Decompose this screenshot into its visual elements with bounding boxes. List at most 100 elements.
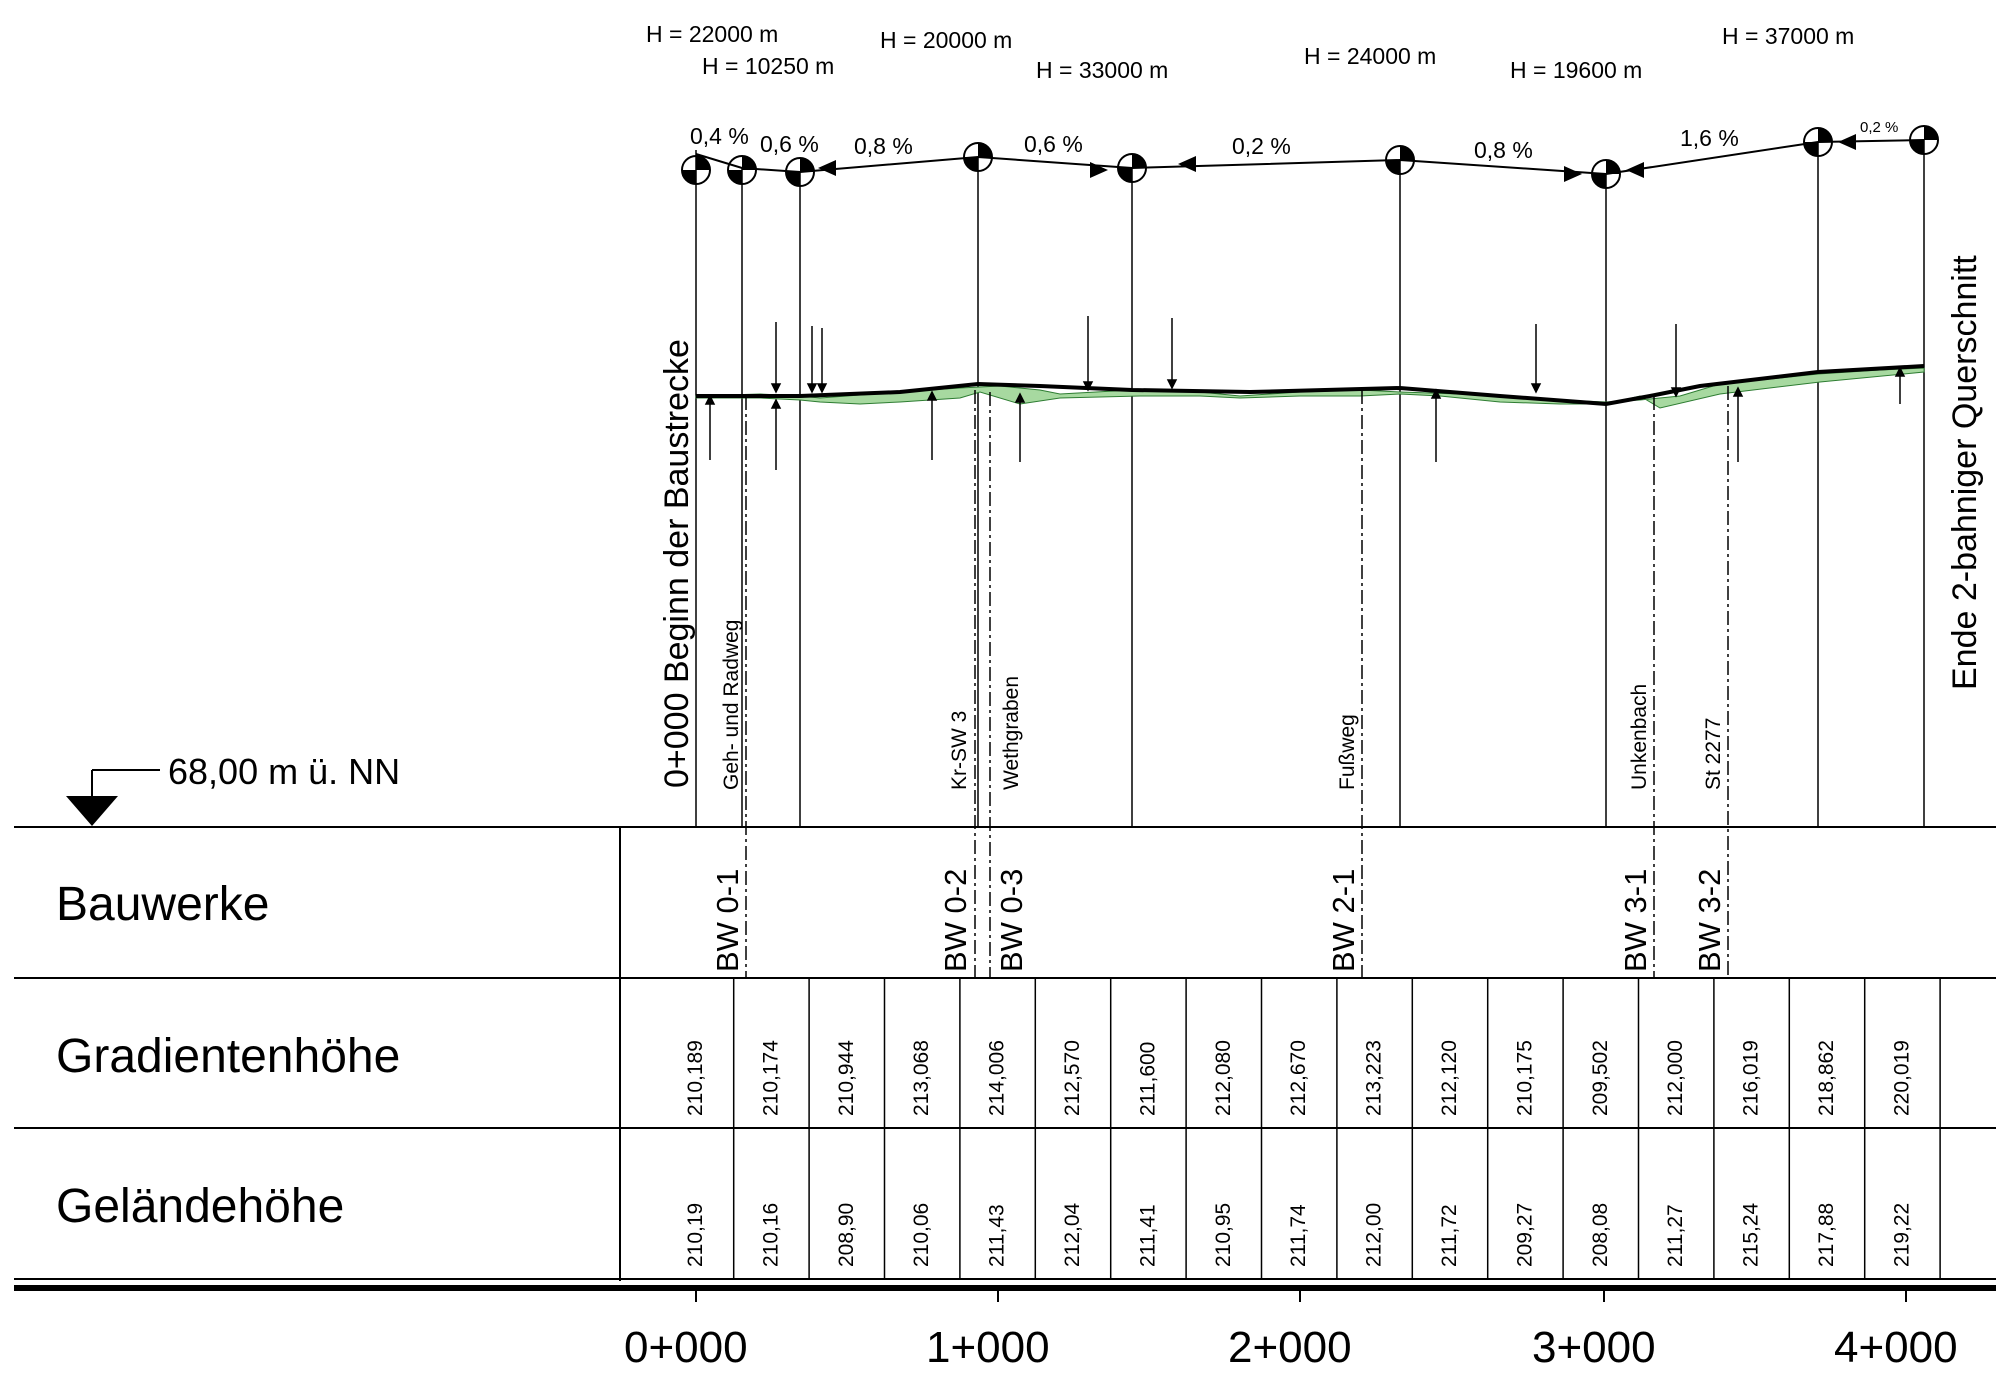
- gradient-height-cell: 213,223: [1363, 1040, 1386, 1116]
- gradient-height-cell: 212,120: [1438, 1040, 1461, 1116]
- terrain-height-cell: 215,24: [1740, 1202, 1763, 1267]
- pvi-verticals: [695, 140, 1925, 827]
- grade-arrows: [818, 134, 1856, 182]
- station-label: 2+000: [1228, 1323, 1352, 1372]
- curve-radius-label: H = 10250 m: [702, 53, 834, 79]
- table-grid: [14, 826, 1996, 1291]
- crossing-label: Fußweg: [1336, 714, 1359, 790]
- curve-radius-label: H = 24000 m: [1304, 43, 1436, 69]
- row-label-bauwerke: Bauwerke: [56, 878, 269, 931]
- curve-radius-label: H = 22000 m: [646, 21, 778, 47]
- slope-label: 0,6 %: [1024, 131, 1083, 157]
- structure-label: BW 0-1: [710, 869, 745, 972]
- slope-labels: 0,4 % 0,6 % 0,8 % 0,6 % 0,2 % 0,8 % 1,6 …: [690, 119, 1898, 163]
- slope-label: 0,6 %: [760, 131, 819, 157]
- crossing-label: Wethgraben: [1000, 676, 1023, 790]
- pvi-marker-icon: [785, 157, 815, 187]
- station-label: 3+000: [1532, 1323, 1656, 1372]
- gradient-height-cell: 213,068: [910, 1040, 933, 1116]
- structure-label: BW 3-1: [1618, 869, 1653, 972]
- terrain-height-cell: 210,95: [1212, 1203, 1235, 1267]
- profile-vertical-labels: 0+000 Beginn der Baustrecke Ende 2-bahni…: [658, 255, 1984, 790]
- structure-label: BW 3-2: [1692, 869, 1727, 972]
- terrain-height-cell: 211,74: [1287, 1204, 1310, 1267]
- terrain-height-cell: 219,22: [1890, 1203, 1913, 1267]
- pvi-marker-icon: [1803, 127, 1833, 157]
- datum-label: 68,00 m ü. NN: [168, 751, 400, 792]
- terrain-height-cell: 217,88: [1815, 1203, 1838, 1267]
- end-of-section-label: Ende 2-bahniger Querschnitt: [1946, 255, 1984, 690]
- terrain-height-cell: 211,72: [1438, 1204, 1461, 1267]
- curve-radius-label: H = 20000 m: [880, 27, 1012, 53]
- curve-radius-label: H = 19600 m: [1510, 57, 1642, 83]
- gradient-height-cell: 210,189: [684, 1040, 707, 1116]
- pvi-marker-icon: [727, 155, 757, 185]
- structure-label: BW 2-1: [1326, 869, 1361, 972]
- structure-label: BW 0-3: [994, 869, 1029, 972]
- gradient-height-cell: 212,000: [1664, 1040, 1687, 1116]
- slope-label: 0,8 %: [1474, 137, 1533, 163]
- gradient-height-cell: 212,080: [1212, 1040, 1235, 1116]
- datum-marker: 68,00 m ü. NN: [66, 751, 400, 826]
- datum-triangle-icon: [66, 796, 118, 826]
- crossing-lines: [745, 386, 1729, 978]
- terrain-height-cell: 210,06: [910, 1203, 933, 1267]
- pvi-marker-icon: [1591, 159, 1621, 189]
- slope-label: 0,4 %: [690, 123, 749, 149]
- arrow-right-icon: [1564, 166, 1582, 182]
- row-label-gelaendehoehe: Geländehöhe: [56, 1180, 344, 1233]
- arrow-left-icon: [1178, 156, 1196, 172]
- structures-row: BW 0-1 BW 0-2 BW 0-3 BW 2-1 BW 3-1 BW 3-…: [710, 869, 1727, 972]
- arrow-right-icon: [1090, 162, 1108, 178]
- gradient-height-cell: 211,600: [1136, 1042, 1159, 1116]
- pvi-marker-icon: [681, 155, 711, 185]
- slope-label: 1,6 %: [1680, 125, 1739, 151]
- arrow-left-icon: [1838, 134, 1856, 150]
- gradient-height-cell: 210,944: [835, 1040, 858, 1116]
- pvi-marker-icon: [963, 142, 993, 172]
- pvi-marker-icon: [1909, 125, 1939, 155]
- gradient-height-cell: 210,174: [759, 1040, 782, 1116]
- gradient-height-cell: 212,670: [1287, 1040, 1310, 1116]
- gradient-height-cell: 220,019: [1890, 1040, 1913, 1116]
- gradient-height-cell: 214,006: [986, 1040, 1009, 1116]
- station-label: 4+000: [1834, 1323, 1958, 1372]
- gradient-height-cell: 216,019: [1740, 1040, 1763, 1116]
- slope-label: 0,2 %: [1860, 119, 1898, 136]
- profile-arrows: [704, 316, 1906, 470]
- terrain-profile: [695, 364, 1925, 409]
- pvi-marker-icon: [1117, 153, 1147, 183]
- crossing-label: St 2277: [1702, 718, 1725, 790]
- value-rows: 210,189 210,174 210,944 213,068 214,006 212,5…: [684, 978, 1941, 1279]
- terrain-height-cell: 212,00: [1363, 1203, 1386, 1267]
- pvi-marker-icon: [1385, 145, 1415, 175]
- crossing-label: Geh- und Radweg: [720, 620, 743, 790]
- terrain-height-cell: 211,27: [1664, 1204, 1687, 1267]
- start-of-section-label: 0+000 Beginn der Baustrecke: [658, 339, 696, 788]
- terrain-fill: [695, 367, 1925, 409]
- terrain-height-cell: 208,90: [835, 1203, 858, 1267]
- terrain-height-cell: 212,04: [1061, 1202, 1084, 1267]
- structure-label: BW 0-2: [938, 869, 973, 972]
- station-axis: 0+000 1+000 2+000 3+000 4+000: [624, 1288, 1958, 1372]
- curve-radius-label: H = 33000 m: [1036, 57, 1168, 83]
- terrain-height-cell: 210,19: [684, 1203, 707, 1267]
- gradient-height-cell: 212,570: [1061, 1040, 1084, 1116]
- arrow-left-icon: [818, 160, 836, 176]
- terrain-height-cell: 211,41: [1136, 1204, 1159, 1267]
- gradient-height-cell: 209,502: [1589, 1040, 1612, 1116]
- gradient-height-cell: 218,862: [1815, 1040, 1838, 1116]
- crossing-label: Kr-SW 3: [948, 711, 971, 790]
- row-label-gradientenhoehe: Gradientenhöhe: [56, 1030, 400, 1083]
- terrain-height-cell: 209,27: [1513, 1203, 1536, 1267]
- curve-radius-label: H = 37000 m: [1722, 23, 1854, 49]
- terrain-height-cell: 208,08: [1589, 1203, 1612, 1267]
- station-label: 0+000: [624, 1323, 748, 1372]
- curve-radius-labels: H = 22000 m H = 10250 m H = 20000 m H = …: [646, 21, 1854, 83]
- gradient-height-cell: 210,175: [1513, 1040, 1536, 1116]
- slope-label: 0,2 %: [1232, 133, 1291, 159]
- slope-label: 0,8 %: [854, 133, 913, 159]
- station-label: 1+000: [926, 1323, 1050, 1372]
- terrain-height-cell: 211,43: [986, 1204, 1009, 1267]
